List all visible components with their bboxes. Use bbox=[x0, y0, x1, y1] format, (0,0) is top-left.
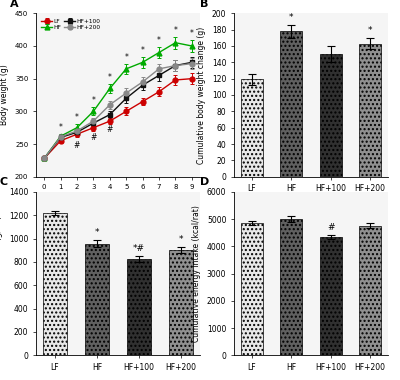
Text: *: * bbox=[190, 29, 194, 38]
Text: *: * bbox=[141, 46, 144, 55]
Text: *: * bbox=[108, 73, 112, 82]
Bar bbox=[359, 226, 381, 355]
Text: *: * bbox=[289, 13, 294, 22]
Text: *#: *# bbox=[133, 244, 145, 253]
Bar bbox=[241, 79, 263, 177]
Bar bbox=[44, 213, 66, 355]
Y-axis label: Cumulative food intake (g/rat): Cumulative food intake (g/rat) bbox=[0, 215, 4, 332]
Y-axis label: Cumulative body weight change (g): Cumulative body weight change (g) bbox=[197, 26, 206, 164]
Text: B: B bbox=[200, 0, 208, 9]
Bar bbox=[320, 54, 342, 177]
Text: C: C bbox=[0, 177, 8, 187]
Text: *: * bbox=[179, 235, 183, 244]
Bar bbox=[128, 259, 150, 355]
Text: #: # bbox=[327, 223, 334, 232]
Text: #: # bbox=[74, 141, 80, 150]
Bar bbox=[280, 31, 302, 177]
Text: A: A bbox=[10, 0, 18, 9]
Y-axis label: Body weight (g): Body weight (g) bbox=[0, 65, 9, 125]
Text: *: * bbox=[368, 26, 372, 35]
Text: *: * bbox=[75, 114, 79, 122]
Text: *: * bbox=[92, 97, 95, 106]
Y-axis label: Cumulative energy intake (kcal/rat): Cumulative energy intake (kcal/rat) bbox=[192, 205, 201, 342]
Bar bbox=[86, 244, 108, 355]
Text: *: * bbox=[174, 26, 177, 35]
Bar bbox=[280, 219, 302, 355]
Text: *: * bbox=[95, 228, 99, 238]
Text: *: * bbox=[59, 123, 62, 131]
Bar bbox=[241, 223, 263, 355]
Text: #: # bbox=[90, 133, 96, 142]
X-axis label: Time (weeks): Time (weeks) bbox=[92, 196, 144, 205]
Text: #: # bbox=[107, 125, 113, 134]
Bar bbox=[359, 44, 381, 177]
Text: *: * bbox=[124, 53, 128, 62]
Bar bbox=[170, 250, 192, 355]
Text: D: D bbox=[200, 177, 209, 187]
Bar bbox=[320, 237, 342, 355]
Text: *: * bbox=[157, 36, 161, 45]
Legend: LF, HF, HF+100, HF+200: LF, HF, HF+100, HF+200 bbox=[39, 16, 103, 32]
